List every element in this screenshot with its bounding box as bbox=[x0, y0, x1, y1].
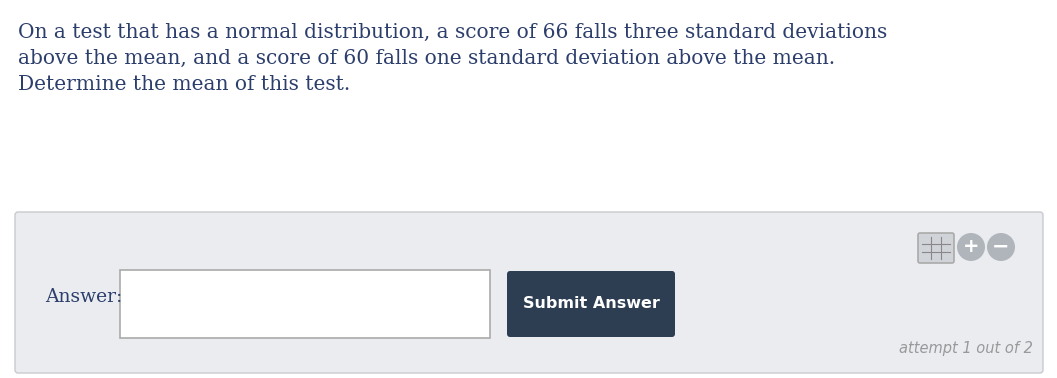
Text: +: + bbox=[963, 237, 979, 257]
Text: above the mean, and a score of 60 falls one standard deviation above the mean.: above the mean, and a score of 60 falls … bbox=[18, 49, 835, 68]
Text: attempt 1 out of 2: attempt 1 out of 2 bbox=[900, 341, 1033, 356]
Text: On a test that has a normal distribution, a score of 66 falls three standard dev: On a test that has a normal distribution… bbox=[18, 23, 887, 42]
Text: Submit Answer: Submit Answer bbox=[522, 296, 660, 311]
FancyBboxPatch shape bbox=[917, 233, 954, 263]
Text: Determine the mean of this test.: Determine the mean of this test. bbox=[18, 75, 350, 94]
Circle shape bbox=[987, 233, 1015, 261]
FancyBboxPatch shape bbox=[507, 271, 675, 337]
FancyBboxPatch shape bbox=[15, 212, 1043, 373]
Circle shape bbox=[957, 233, 985, 261]
Text: −: − bbox=[993, 237, 1009, 257]
Text: Answer:: Answer: bbox=[45, 288, 123, 307]
FancyBboxPatch shape bbox=[120, 270, 490, 338]
